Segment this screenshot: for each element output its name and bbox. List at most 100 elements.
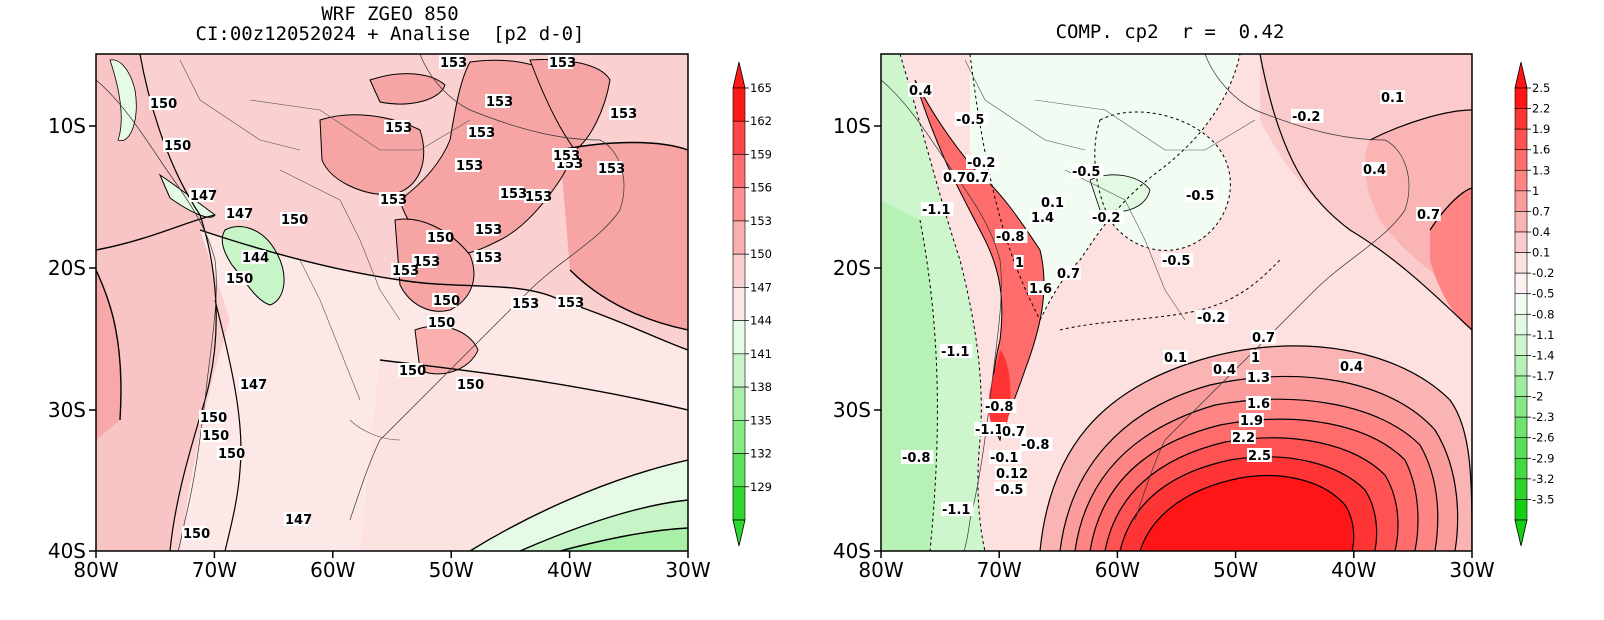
left-map	[96, 54, 688, 551]
right-colorbar-swatch	[1514, 87, 1528, 109]
left-contour-label-bg	[597, 161, 622, 175]
right-colorbar-label: 1.6	[1532, 143, 1550, 157]
right-contour-label: 1.6	[1247, 397, 1270, 412]
right-colorbar-swatch	[1514, 437, 1528, 459]
right-contour-label-bg	[1056, 266, 1081, 280]
right-colorbar-swatch	[1514, 211, 1528, 233]
left-colorbar-swatch	[732, 353, 746, 388]
left-contour-label: 153	[525, 190, 552, 205]
left-contour-label-bg	[384, 120, 409, 134]
right-colorbar-swatch	[1514, 128, 1528, 151]
left-colorbar-swatch	[732, 320, 746, 355]
left-contour-label-bg	[412, 254, 437, 268]
left-contour-label-bg	[225, 206, 250, 220]
left-contour-label-bg	[499, 186, 524, 200]
right-contour-label-bg	[1239, 413, 1264, 427]
right-contour-label: 0.7	[943, 171, 966, 186]
right-contour-label-bg	[955, 112, 988, 126]
right-contour-label: -0.2	[1292, 110, 1320, 125]
left-contour-label-bg	[427, 315, 452, 329]
right-contour-label: 0.7	[1252, 331, 1275, 346]
right-contour-label: -0.8	[996, 230, 1024, 245]
left-y-tick-label: 20S	[48, 256, 86, 280]
right-colorbar-label: 1.3	[1532, 163, 1550, 177]
left-contour-label: 153	[549, 56, 576, 71]
right-contour-label-bg	[908, 83, 933, 97]
left-contour-label-bg	[201, 428, 226, 442]
right-contour-label-bg	[1231, 430, 1256, 444]
right-contour-label-bg	[989, 450, 1022, 464]
right-colorbar-label: -0.8	[1532, 307, 1554, 321]
right-contour-label-bg	[1380, 90, 1405, 104]
right-y-tick-label: 10S	[833, 114, 871, 138]
right-contour-label-bg	[1014, 255, 1024, 269]
left-contour-label-bg	[163, 138, 188, 152]
right-contour-label: 2.2	[1232, 431, 1255, 446]
right-colorbar-label: -1.1	[1532, 328, 1554, 342]
left-contour-label-bg	[217, 446, 242, 460]
left-contour-label: 147	[240, 378, 267, 393]
right-colorbar-swatch	[1514, 334, 1528, 356]
left-contour-label: 153	[392, 264, 419, 279]
left-x-tick-label: 50W	[429, 558, 474, 582]
left-contour-label: 153	[413, 255, 440, 270]
right-colorbar-swatch	[1514, 190, 1528, 212]
left-title-line1: WRF ZGEO 850	[321, 3, 459, 25]
left-contour-label: 150	[433, 294, 460, 309]
left-colorbar-swatch	[732, 120, 746, 155]
right-contour-label: 1.6	[1029, 282, 1052, 297]
left-contour-label-bg	[467, 125, 492, 139]
left-colorbar-label: 135	[750, 413, 772, 427]
left-contour-label-bg	[609, 106, 634, 120]
right-contour-label: 2.5	[1248, 449, 1271, 464]
right-contour-label-bg	[1246, 396, 1271, 410]
left-colorbar-label: 129	[750, 480, 772, 494]
left-colorbar-label: 147	[750, 280, 772, 294]
right-x-tick-label: 30W	[1449, 558, 1494, 582]
left-colorbar-label: 150	[750, 247, 772, 261]
left-contour-label-bg	[432, 293, 457, 307]
right-colorbar-swatch	[1514, 169, 1528, 192]
left-contour-label: 150	[183, 527, 210, 542]
right-contour-label: 0.7	[966, 171, 989, 186]
left-contour-label-bg	[474, 222, 499, 236]
left-colorbar-swatch	[732, 220, 746, 255]
right-colorbar-label: 0.4	[1532, 225, 1550, 239]
left-contour-label: 150	[150, 97, 177, 112]
left-contour-label: 153	[553, 149, 580, 164]
left-contour-label-bg	[391, 263, 416, 277]
right-contour-label-bg	[1246, 370, 1271, 384]
right-x-tick-label: 40W	[1331, 558, 1376, 582]
left-contour-label-bg	[426, 230, 451, 244]
right-x-tick-label: 70W	[977, 558, 1022, 582]
right-contour-label: 0.7	[1002, 425, 1025, 440]
left-contour-label-bg	[556, 295, 581, 309]
left-contour-label: 153	[475, 251, 502, 266]
left-contour-label-bg	[485, 94, 510, 108]
right-contour-label: -0.5	[1162, 254, 1190, 269]
left-contour-label: 153	[380, 193, 407, 208]
right-contour-label-bg	[1091, 210, 1124, 224]
left-contour-label: 150	[281, 213, 308, 228]
right-contour-label-bg	[1020, 437, 1053, 451]
left-west-high	[96, 270, 121, 440]
left-contour-label-bg	[199, 410, 224, 424]
right-contour-label-bg	[1212, 362, 1237, 376]
right-colorbar-top-arrow	[1514, 61, 1528, 89]
right-colorbar-swatch	[1514, 416, 1528, 439]
left-contour-label: 150	[457, 378, 484, 393]
right-contour-label-bg	[1163, 350, 1188, 364]
right-colorbar-swatch	[1514, 375, 1528, 397]
right-contour-label: -1.1	[941, 345, 969, 360]
right-title: COMP. cp2 r = 0.42	[1055, 21, 1285, 43]
left-contour-label: 150	[399, 364, 426, 379]
right-colorbar-swatch	[1514, 499, 1528, 521]
right-contour-label: -0.8	[1021, 438, 1049, 453]
left-colorbar-swatch	[732, 87, 746, 122]
right-contour-label: -0.2	[1197, 311, 1225, 326]
left-colorbar-swatch	[732, 187, 746, 222]
right-colorbar-swatch	[1514, 293, 1528, 315]
right-contour-label: -0.5	[1072, 165, 1100, 180]
left-contour-label-bg	[239, 377, 264, 391]
